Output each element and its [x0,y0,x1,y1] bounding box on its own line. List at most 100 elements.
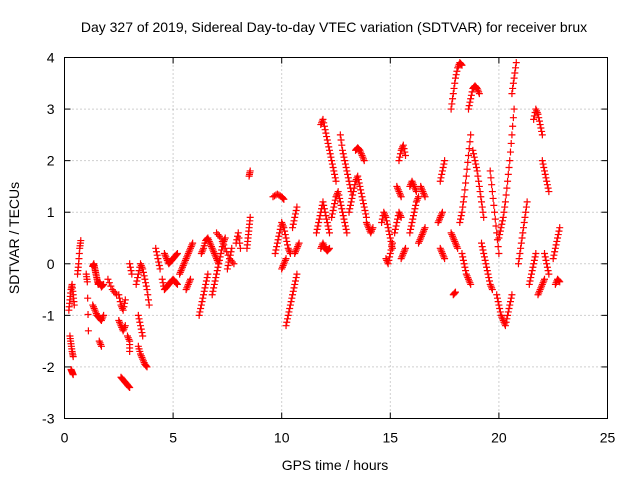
data-point [487,282,495,290]
data-point [320,119,328,127]
data-point [421,193,429,201]
data-point [475,177,483,185]
data-point [412,186,420,194]
data-point [357,148,365,156]
data-point [69,353,77,361]
data-point [95,337,103,345]
data-point [294,243,302,251]
data-point [545,188,553,196]
data-point [291,277,299,285]
data-point [477,193,485,201]
data-point [478,239,486,247]
data-point [415,237,423,245]
data-point [179,262,187,270]
data-point [356,182,364,190]
data-point [292,246,300,254]
data-point [451,288,459,296]
data-point [289,291,297,299]
data-point [509,122,517,130]
data-point [126,260,134,268]
data-point [451,237,459,245]
y-tick-label: 2 [47,153,55,169]
data-point [286,301,294,309]
data-point [173,250,181,258]
data-point [235,234,243,242]
data-point [465,102,473,110]
data-point [213,270,221,278]
data-point [438,167,446,175]
data-point [337,201,345,209]
data-point [415,239,423,247]
data-point [313,225,321,233]
data-point [458,249,466,257]
data-point [351,181,359,189]
data-point [97,317,105,325]
data-point [449,90,457,98]
data-point [448,231,456,239]
data-point [385,227,393,235]
data-point [438,210,446,218]
data-point [412,188,420,196]
data-point [508,291,516,299]
data-point [219,239,227,247]
data-point [474,86,482,94]
data-point [142,279,150,287]
data-point [234,229,242,237]
data-point [514,260,522,268]
data-point [507,139,515,147]
data-point [506,301,514,309]
data-point [281,256,289,264]
data-point [392,222,400,230]
data-point [406,229,414,237]
data-point [503,184,511,192]
data-point [497,311,505,319]
data-point [116,320,124,328]
data-point [396,191,404,199]
data-point [527,274,535,282]
data-point [480,249,488,257]
data-point [278,219,286,227]
data-point [121,299,129,307]
data-point [208,244,216,252]
data-point [555,277,563,285]
data-point [382,213,390,221]
data-point [496,231,504,239]
data-point [401,246,409,254]
data-point [536,286,544,294]
data-point [182,286,190,294]
data-point [502,318,510,326]
data-point [125,383,133,391]
data-point [155,258,163,266]
data-point [314,222,322,230]
data-point [184,280,192,288]
data-point [357,150,365,158]
data-point [388,239,396,247]
data-point [325,143,333,151]
data-point [344,170,352,178]
data-point [349,188,357,196]
data-point [483,263,491,271]
data-point [459,203,467,211]
data-point [198,298,206,306]
y-tick-label: 1 [47,204,55,220]
data-point [276,229,284,237]
data-point [420,225,428,233]
data-point [545,270,553,278]
data-point [535,289,543,297]
data-point [509,114,517,122]
y-tick-label: 4 [47,50,55,66]
data-point [278,263,286,271]
x-tick-label: 0 [61,430,69,446]
data-point [163,255,171,263]
data-point [279,262,287,270]
data-point [463,272,471,280]
data-point [493,294,501,302]
data-point [493,291,501,299]
data-point [439,251,447,259]
data-point [496,227,504,235]
plot-frame [64,57,608,419]
data-point [538,280,546,288]
data-point [479,208,487,216]
data-point [495,301,503,309]
data-point [488,284,496,292]
